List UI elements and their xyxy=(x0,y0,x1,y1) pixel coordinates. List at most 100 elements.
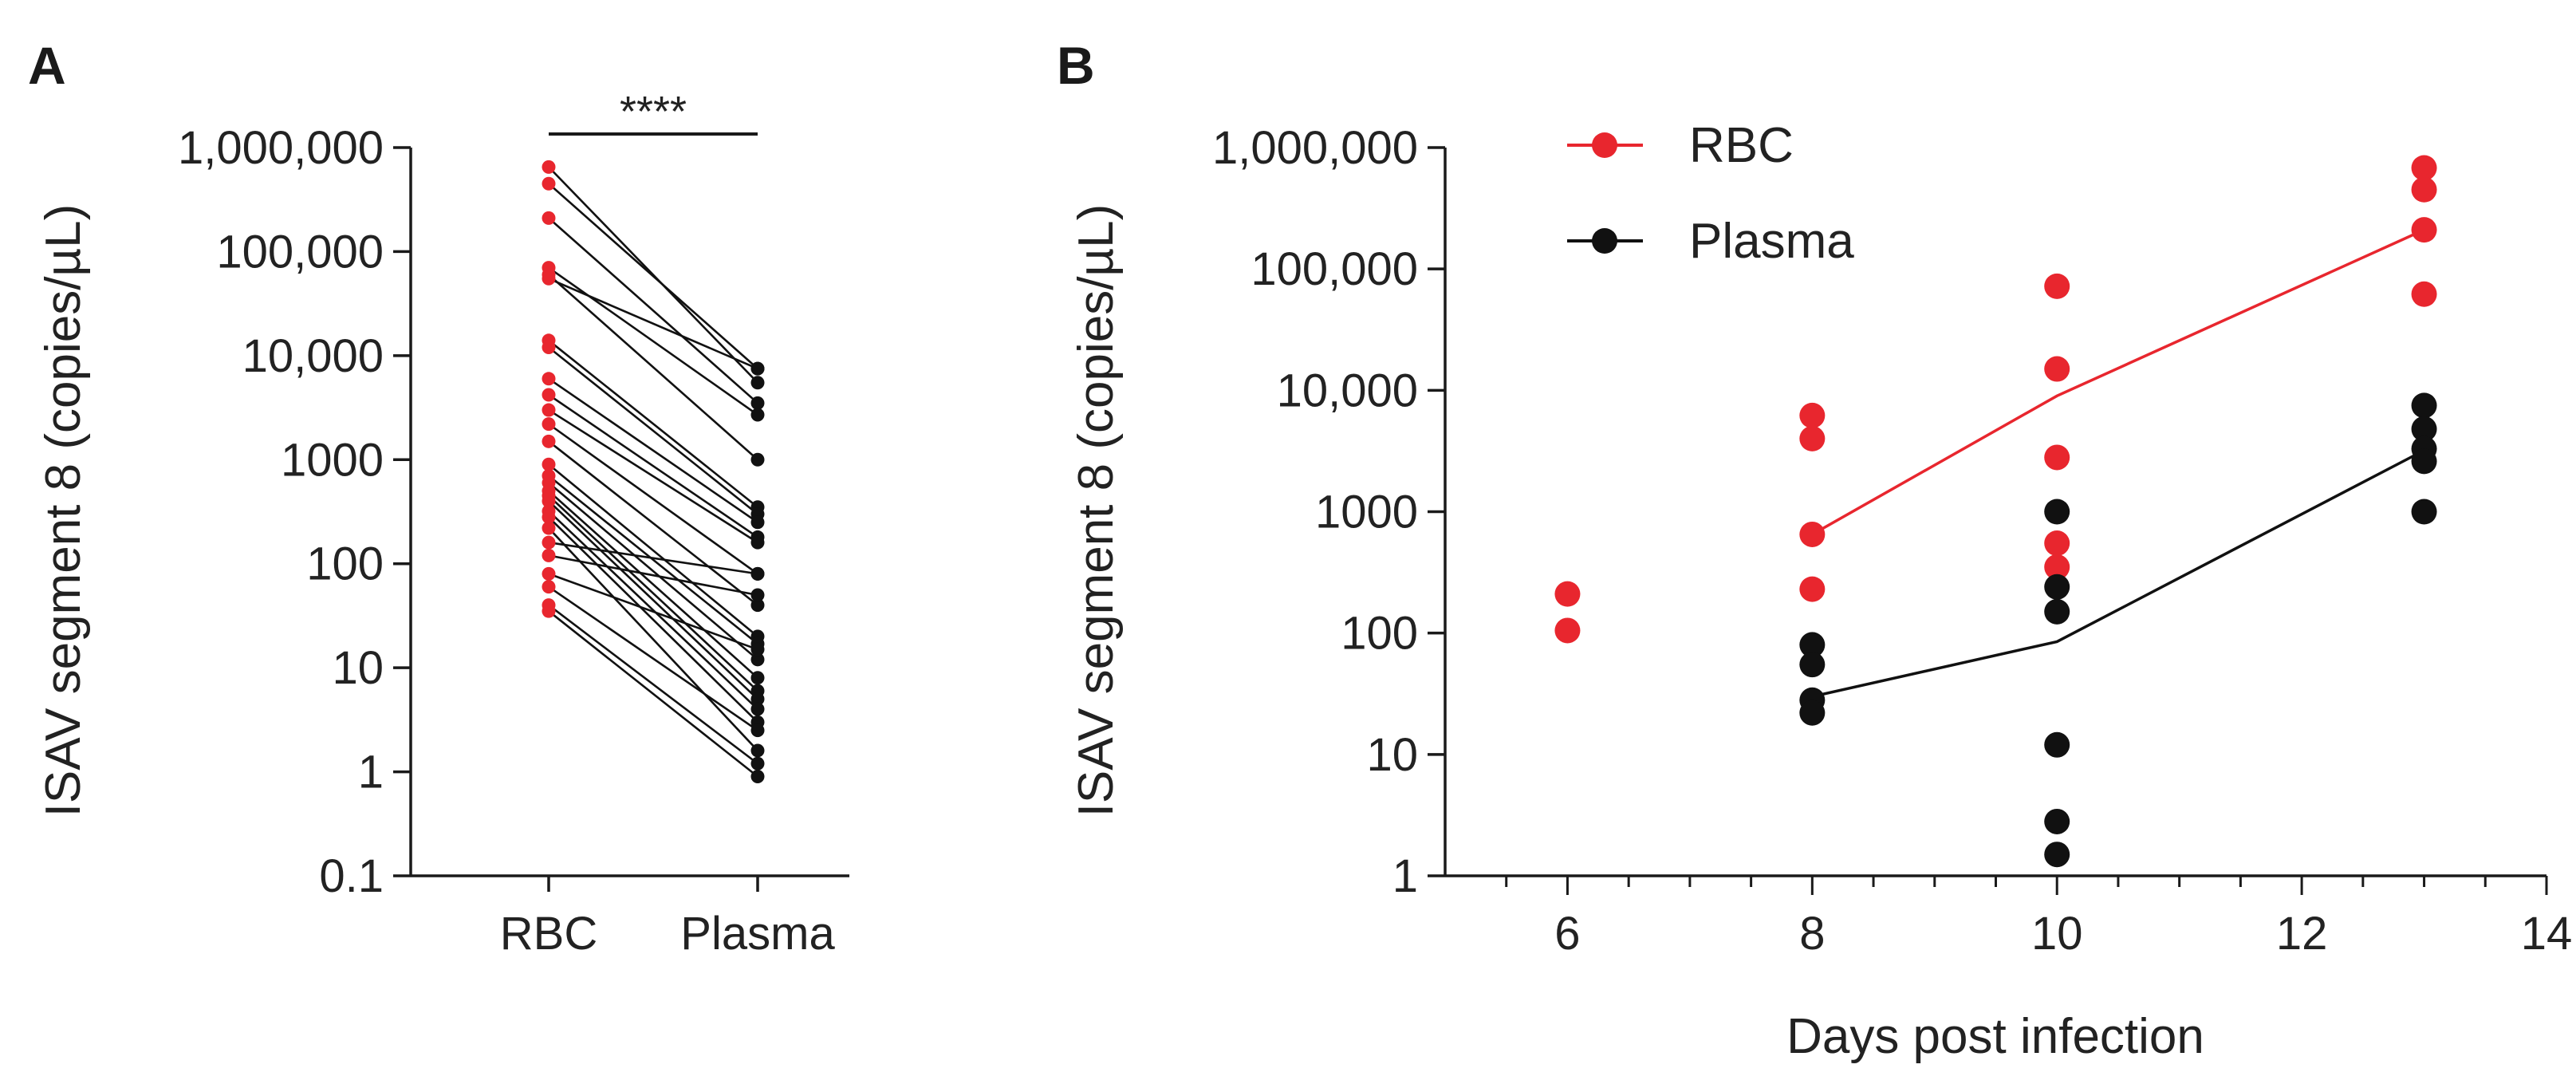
pair-line xyxy=(548,393,758,538)
y-tick-label: 10,000 xyxy=(1277,365,1418,416)
pair-line xyxy=(548,495,758,692)
plasma-point xyxy=(2044,808,2070,834)
rbc-point xyxy=(542,604,556,618)
plasma-point xyxy=(750,692,765,706)
rbc-point xyxy=(542,510,556,524)
plasma-point xyxy=(750,515,765,530)
rbc-point xyxy=(542,388,556,402)
x-tick-label: RBC xyxy=(500,908,597,960)
panel-b-x-ticks: 6 8 10 12 14 xyxy=(1505,876,2572,960)
plasma-point xyxy=(750,408,765,422)
rbc-point xyxy=(542,457,556,471)
y-tick-label: 100,000 xyxy=(1251,243,1418,295)
rbc-point xyxy=(542,580,556,594)
rbc-point xyxy=(2044,444,2070,471)
panel-a-chart: 0.1 1 10 100 1000 10,000 100,000 1,000,000 RBC P… xyxy=(36,88,849,960)
plasma-point xyxy=(750,588,765,602)
rbc-point xyxy=(542,566,556,581)
rbc-point xyxy=(542,434,556,448)
rbc-point xyxy=(542,341,556,355)
pair-line xyxy=(548,266,758,416)
panel-b-x-title: Days post infection xyxy=(1786,1009,2204,1064)
panel-a-y-ticks: 0.1 1 10 100 1000 10,000 100,000 1,000,000 xyxy=(178,122,411,902)
rbc-point xyxy=(542,417,556,432)
panel-a-y-title: ISAV segment 8 (copies/µL) xyxy=(36,204,91,818)
legend-rbc-marker xyxy=(1592,132,1617,158)
plasma-mean-line xyxy=(1811,449,2425,698)
plasma-point xyxy=(750,652,765,667)
rbc-point xyxy=(542,535,556,550)
plasma-point xyxy=(750,743,765,758)
panel-b-mean-lines xyxy=(1811,228,2425,698)
plasma-point xyxy=(750,566,765,581)
pair-line xyxy=(548,183,758,370)
rbc-point xyxy=(2044,530,2070,557)
plasma-point xyxy=(1799,632,1826,658)
rbc-point xyxy=(1799,425,1826,451)
panel-a-label: A xyxy=(28,36,66,95)
pair-line xyxy=(548,527,758,751)
plasma-point xyxy=(750,770,765,784)
plasma-point xyxy=(750,452,765,467)
plasma-point xyxy=(2411,499,2437,525)
pair-line xyxy=(548,274,758,461)
legend-plasma-marker xyxy=(1592,228,1617,254)
y-tick-label: 1,000,000 xyxy=(1212,122,1418,174)
rbc-point xyxy=(542,211,556,225)
pair-line xyxy=(548,440,758,606)
rbc-point xyxy=(542,521,556,535)
x-tick-label: Plasma xyxy=(680,908,835,960)
y-tick-label: 100,000 xyxy=(216,226,384,278)
pair-line xyxy=(548,278,758,370)
y-tick-label: 1 xyxy=(1392,850,1418,902)
plasma-point xyxy=(750,702,765,716)
pair-line xyxy=(548,423,758,575)
plasma-point xyxy=(2044,574,2070,600)
x-tick-label: 6 xyxy=(1554,908,1580,960)
rbc-point xyxy=(2411,155,2437,181)
pair-line xyxy=(548,554,758,597)
pair-line xyxy=(548,482,758,660)
plasma-point xyxy=(2044,598,2070,625)
plasma-point xyxy=(2411,448,2437,475)
pair-line xyxy=(548,339,758,508)
plasma-point xyxy=(2044,842,2070,868)
rbc-point xyxy=(2411,176,2437,203)
plasma-point xyxy=(750,723,765,738)
legend-plasma-label: Plasma xyxy=(1689,214,1854,269)
panel-b-points xyxy=(1554,155,2437,868)
rbc-point xyxy=(2044,554,2070,580)
plasma-point xyxy=(1799,652,1826,678)
panel-b-chart: 1 10 100 1000 10,000 100,000 1,000,000 6 8 10 12 1… xyxy=(1069,118,2572,1064)
rbc-point xyxy=(542,176,556,191)
plasma-point xyxy=(750,671,765,685)
y-tick-label: 1 xyxy=(358,747,384,798)
y-tick-label: 10,000 xyxy=(242,330,384,382)
pair-line xyxy=(548,463,758,637)
rbc-point xyxy=(542,271,556,286)
y-tick-label: 0.1 xyxy=(319,850,384,902)
panel-a-x-ticks: RBC Plasma xyxy=(500,876,835,960)
pair-line xyxy=(548,585,758,731)
panel-b-label: B xyxy=(1057,36,1095,95)
rbc-point xyxy=(2044,273,2070,299)
rbc-point xyxy=(542,548,556,562)
pair-line xyxy=(548,541,758,575)
pair-line xyxy=(548,408,758,544)
y-tick-label: 1,000,000 xyxy=(178,122,384,174)
plasma-point xyxy=(750,361,765,376)
rbc-point xyxy=(2411,281,2437,307)
rbc-point xyxy=(542,160,556,174)
pair-line xyxy=(548,475,758,645)
pair-line xyxy=(548,377,758,523)
significance-label: **** xyxy=(620,88,687,136)
rbc-point xyxy=(1799,521,1826,547)
plasma-point xyxy=(2044,499,2070,525)
x-tick-label: 8 xyxy=(1799,908,1825,960)
x-tick-label: 12 xyxy=(2276,908,2328,960)
rbc-point xyxy=(2044,356,2070,382)
y-tick-label: 1000 xyxy=(1315,487,1418,538)
y-tick-label: 10 xyxy=(332,642,384,694)
panel-a-points xyxy=(542,160,765,784)
